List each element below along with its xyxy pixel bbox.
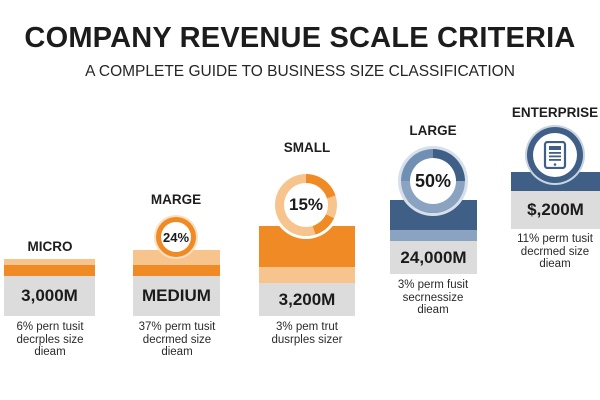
page-subtitle: A COMPLETE GUIDE TO BUSINESS SIZE CLASSI…	[85, 63, 515, 80]
value-box: 24,000M	[390, 241, 477, 274]
tier-label: LARGE	[409, 123, 457, 138]
page-title: COMPANY REVENUE SCALE CRITERIA	[24, 22, 576, 54]
tier-description: 37% perm tusit decrmed size dieam	[138, 321, 216, 358]
light-bar	[4, 259, 95, 265]
value-box: 3,200M	[259, 283, 355, 316]
tier-description: 3% pem trut dusrples sizer	[271, 321, 343, 346]
percent-ring: 50%	[401, 149, 465, 213]
tier-description: 6% pern tusit decrples size dieam	[16, 321, 84, 358]
light-blue-bar	[390, 230, 477, 241]
value-box: 3,000M	[4, 276, 95, 316]
tier-description: 11% perm tusit decrmed size dieam	[517, 233, 593, 270]
tier-label: ENTERPRISE	[511, 105, 599, 120]
percent-badge: 24%	[161, 222, 191, 252]
percent-ring: 15%	[275, 174, 337, 236]
value-box: MEDIUM	[133, 276, 220, 316]
orange-bar	[4, 265, 95, 276]
light-bar	[133, 250, 220, 265]
percent-badge: 50%	[410, 158, 456, 204]
value-box: $,200M	[511, 191, 600, 229]
icon-ring	[527, 127, 583, 183]
orange-bar	[133, 265, 220, 276]
tier-label: MICRO	[27, 239, 73, 254]
percent-ring: 24%	[156, 217, 196, 257]
light-bar	[259, 267, 355, 283]
tablet-document-icon	[533, 133, 577, 177]
tier-description: 3% perm fusit secrnessize dieam	[397, 279, 469, 316]
percent-badge: 15%	[284, 183, 328, 227]
tier-label: MARGE	[150, 192, 202, 207]
tier-label: SMALL	[283, 140, 331, 155]
